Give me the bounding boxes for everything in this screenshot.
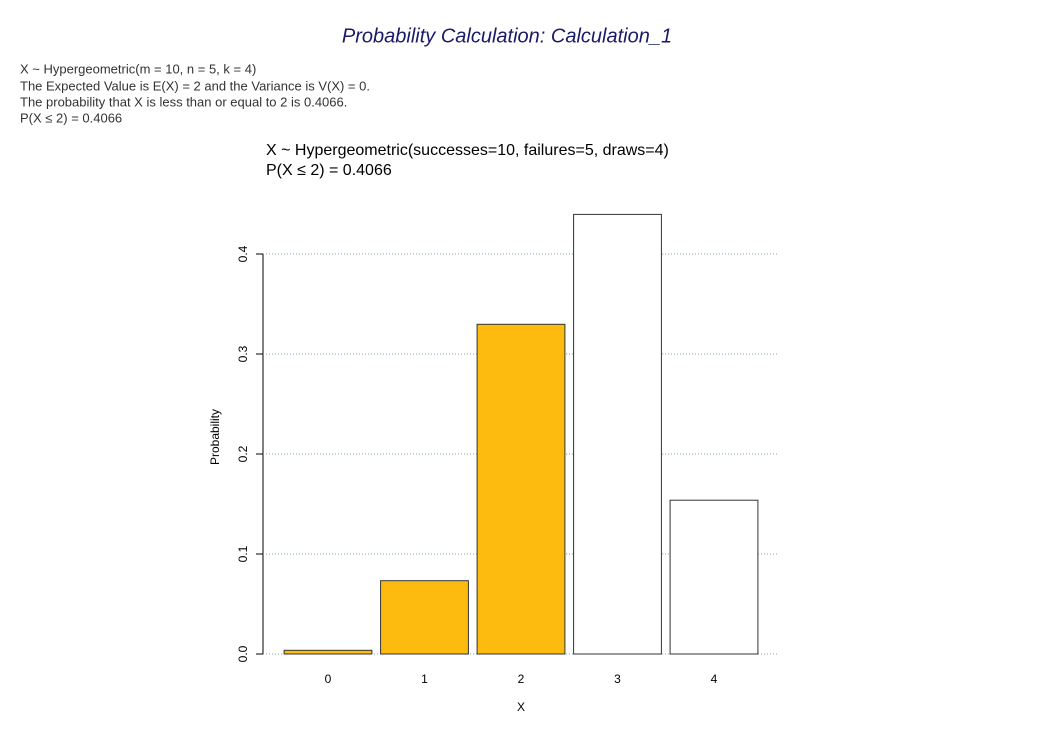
- x-tick-label: 1: [421, 672, 428, 686]
- summary-line: P(X ≤ 2) = 0.4066: [20, 110, 122, 125]
- x-tick-label: 3: [614, 672, 621, 686]
- y-tick-label: 0.0: [236, 645, 250, 662]
- summary-line: The Expected Value is E(X) = 2 and the V…: [20, 78, 370, 93]
- bar: [476, 323, 566, 655]
- bar: [669, 499, 759, 655]
- x-tick-label: 0: [325, 672, 332, 686]
- bar: [283, 649, 373, 655]
- x-tick-label: 2: [518, 672, 525, 686]
- summary-line: The probability that X is less than or e…: [20, 94, 347, 109]
- bar: [380, 580, 469, 655]
- y-tick-label: 0.1: [236, 545, 250, 562]
- chart-subtitle: P(X ≤ 2) = 0.4066: [266, 162, 392, 179]
- summary-line: X ~ Hypergeometric(m = 10, n = 5, k = 4): [20, 61, 256, 76]
- y-tick-label: 0.2: [236, 445, 250, 462]
- chart-title: X ~ Hypergeometric(successes=10, failure…: [266, 142, 669, 159]
- x-tick-label: 4: [711, 672, 718, 686]
- y-tick-label: 0.3: [236, 345, 250, 362]
- x-axis-label: X: [517, 700, 525, 714]
- page-title: Probability Calculation: Calculation_1: [342, 25, 672, 47]
- y-axis-label: Probability: [208, 409, 222, 465]
- bar: [573, 213, 662, 655]
- y-tick-label: 0.4: [236, 245, 250, 262]
